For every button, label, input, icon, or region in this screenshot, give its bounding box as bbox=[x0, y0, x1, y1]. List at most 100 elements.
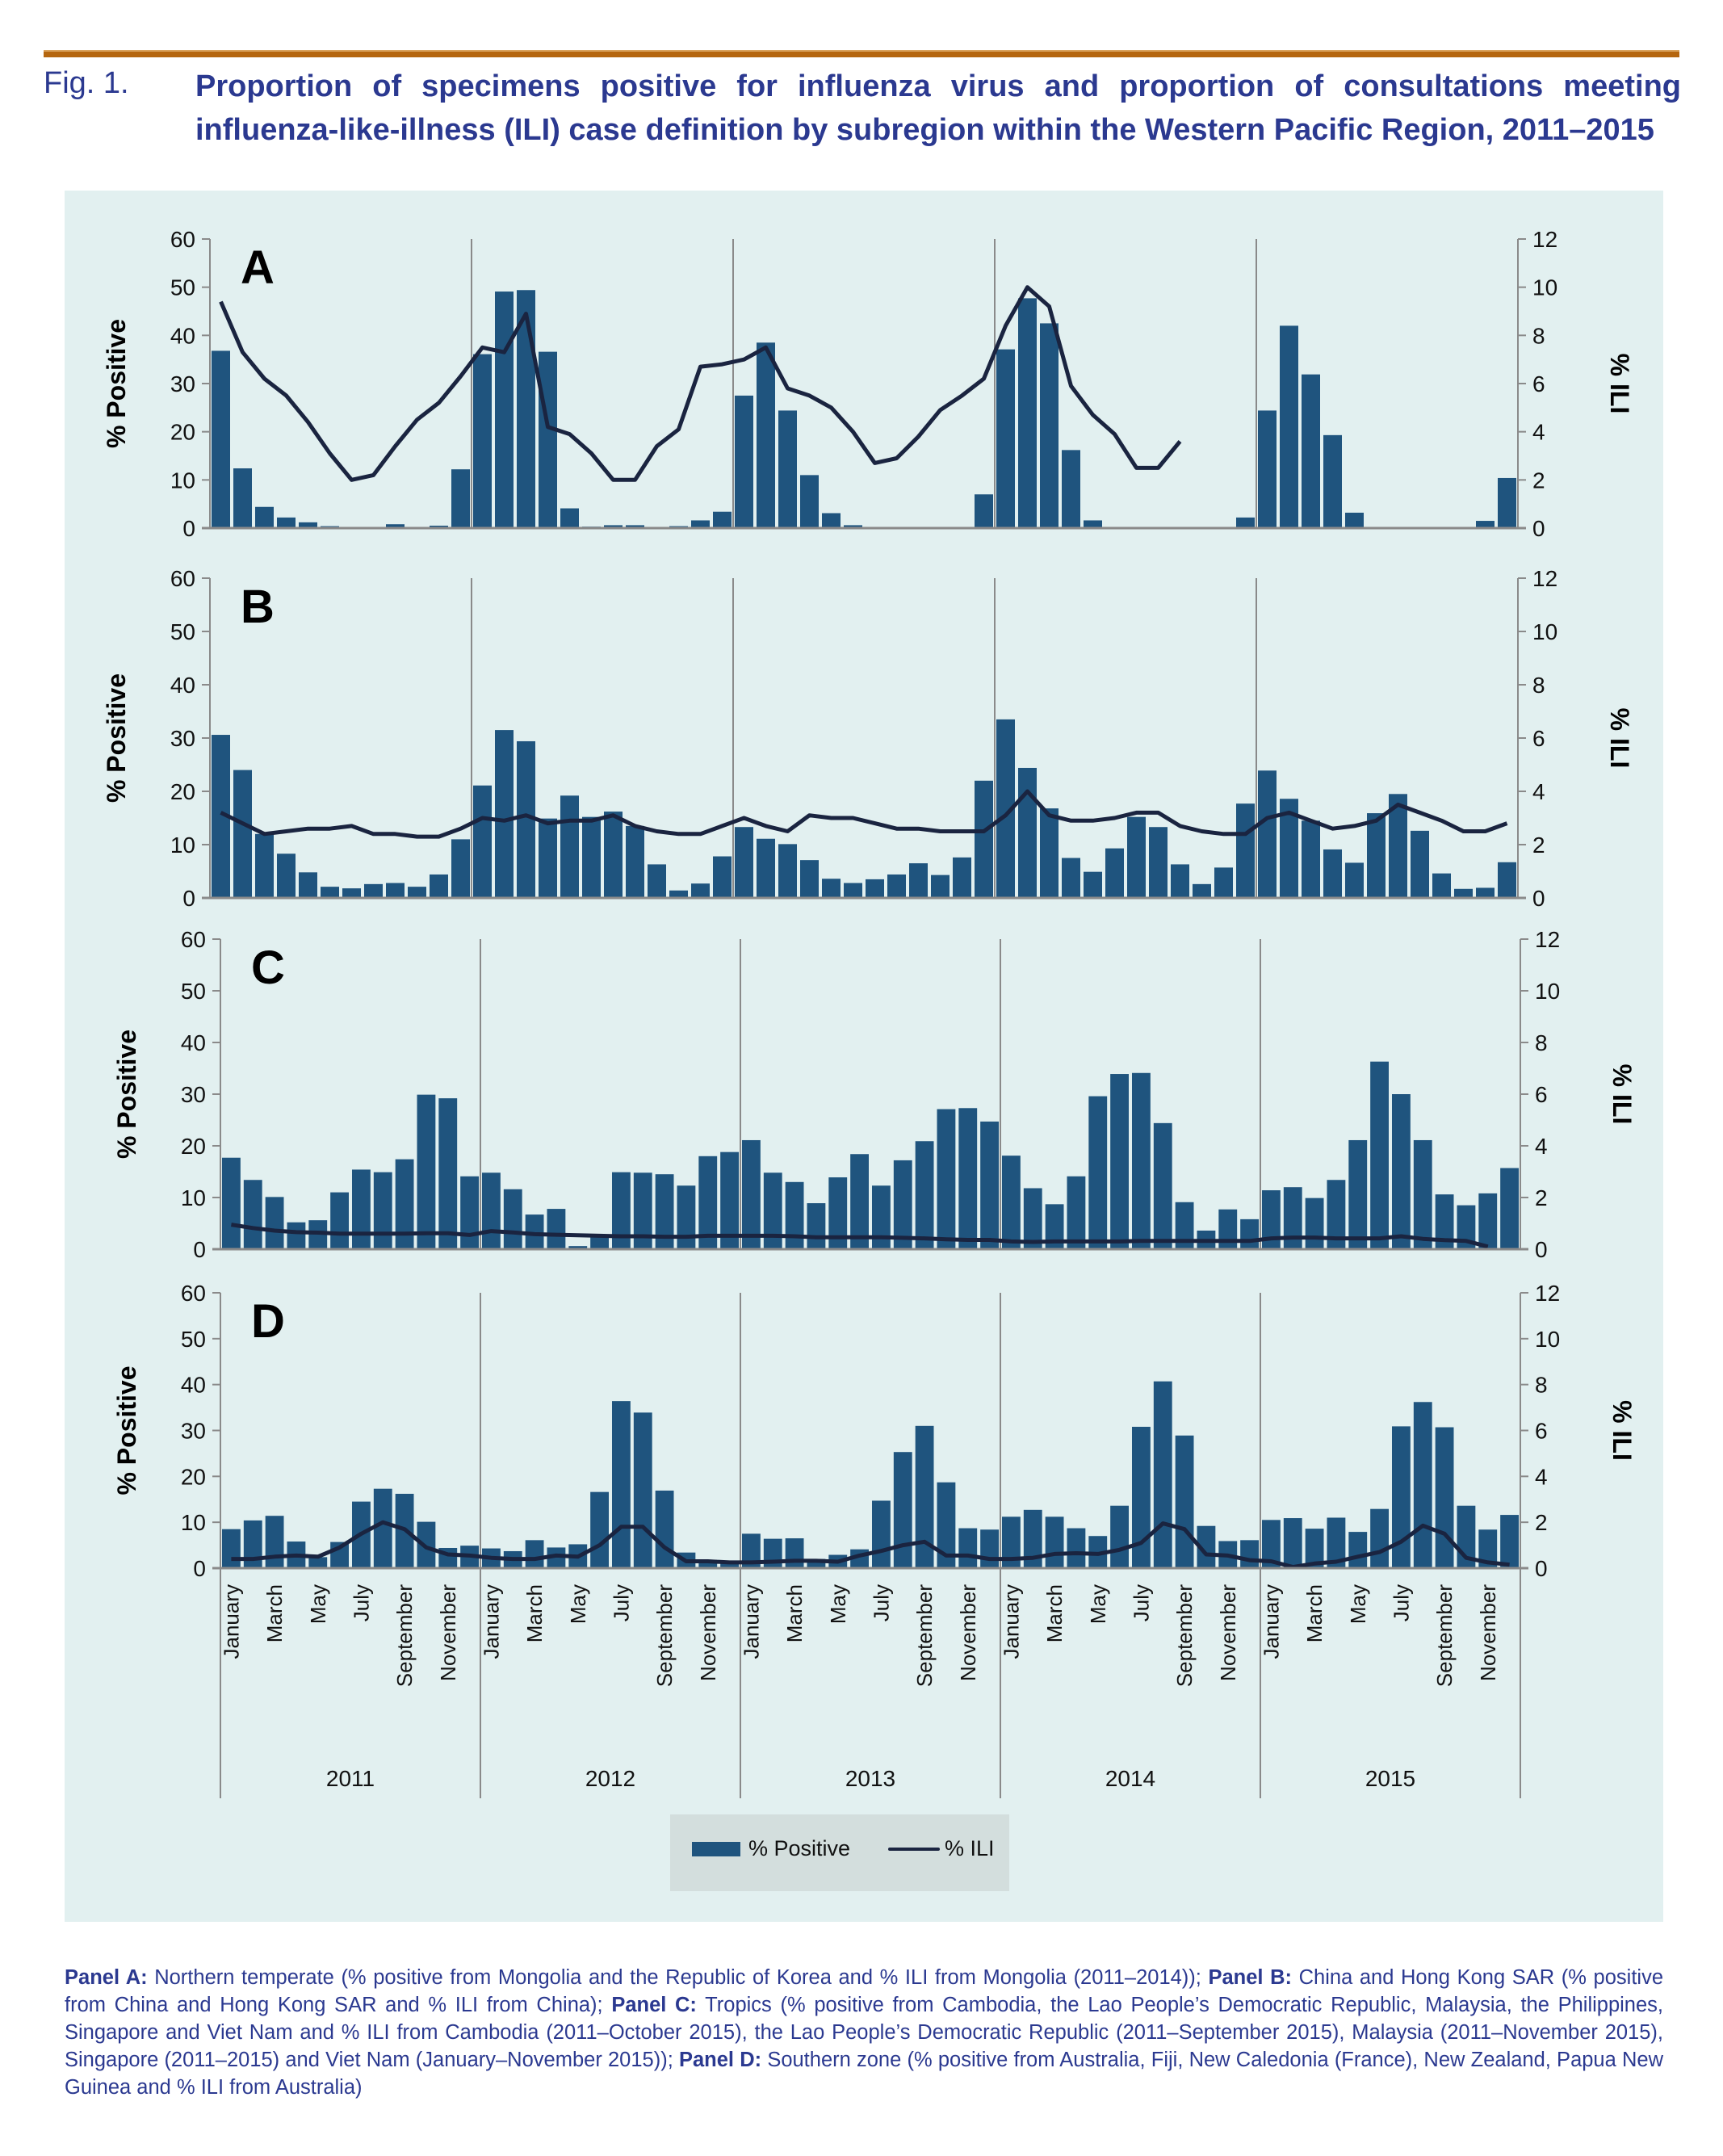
y2-tick-label: 4 bbox=[1532, 420, 1545, 445]
bar-positive bbox=[698, 1156, 718, 1249]
bar-positive bbox=[1018, 298, 1037, 528]
bar-positive bbox=[604, 525, 623, 528]
caption-panel-label: Panel A: bbox=[65, 1966, 148, 1989]
bar-positive bbox=[1305, 1529, 1324, 1568]
bar-positive bbox=[430, 874, 448, 898]
bar-positive bbox=[560, 508, 579, 528]
x-month-label: November bbox=[956, 1584, 980, 1681]
bar-positive bbox=[648, 864, 666, 898]
bar-positive bbox=[958, 1528, 978, 1568]
bar-positive bbox=[778, 410, 797, 528]
bar-positive bbox=[1348, 1139, 1368, 1249]
bar-positive bbox=[321, 887, 339, 898]
bar-positive bbox=[1476, 887, 1495, 898]
x-year-label: 2012 bbox=[585, 1766, 635, 1791]
x-month-label: July bbox=[1389, 1584, 1413, 1621]
y-tick-label: 40 bbox=[170, 323, 195, 348]
bar-positive bbox=[937, 1482, 956, 1568]
bar-positive bbox=[1149, 827, 1168, 898]
bar-positive bbox=[633, 1172, 652, 1249]
y-tick-label: 20 bbox=[181, 1464, 206, 1489]
bar-positive bbox=[735, 395, 753, 528]
bar-positive bbox=[698, 1559, 718, 1568]
bar-positive bbox=[937, 1109, 956, 1249]
bar-positive bbox=[1236, 803, 1255, 898]
bar-positive bbox=[1002, 1516, 1021, 1568]
y2-tick-label: 2 bbox=[1535, 1185, 1548, 1210]
bar-positive bbox=[1153, 1122, 1172, 1249]
figure-label: Fig. 1. bbox=[44, 66, 129, 100]
bar-positive bbox=[626, 525, 644, 528]
bar-positive bbox=[1327, 1517, 1346, 1568]
bar-positive bbox=[495, 730, 514, 898]
bar-positive bbox=[778, 844, 797, 898]
bar-positive bbox=[626, 825, 644, 898]
bar-positive bbox=[1067, 1528, 1086, 1568]
bar-positive bbox=[633, 1412, 652, 1568]
bar-positive bbox=[757, 342, 775, 528]
x-month-label: May bbox=[1346, 1584, 1370, 1624]
bar-positive bbox=[669, 890, 688, 898]
ili-line bbox=[219, 285, 1182, 482]
y-tick-label: 0 bbox=[182, 886, 195, 911]
y2-tick-label: 8 bbox=[1532, 673, 1545, 698]
y2-tick-label: 8 bbox=[1532, 323, 1545, 348]
x-year-label: 2014 bbox=[1105, 1766, 1155, 1791]
y-tick-label: 50 bbox=[181, 1327, 206, 1352]
ili-line bbox=[220, 789, 1508, 839]
y-tick-label: 10 bbox=[170, 468, 195, 493]
bar-positive bbox=[1323, 849, 1342, 898]
bar-positive bbox=[547, 1547, 566, 1568]
y-axis-title: % Positive bbox=[112, 1030, 141, 1159]
bar-positive bbox=[243, 1180, 262, 1249]
y-tick-label: 10 bbox=[170, 833, 195, 858]
legend: % Positive % ILI bbox=[670, 1814, 1009, 1891]
chart-area: 0 10 20 30 40 50 60 0 2 4 6 8 10 12 A% Positive% ILI 0 1… bbox=[65, 191, 1663, 1922]
x-month-label: March bbox=[1042, 1584, 1067, 1642]
bar-positive bbox=[417, 1094, 436, 1249]
bar-positive bbox=[503, 1189, 522, 1249]
bar-positive bbox=[539, 818, 557, 898]
x-month-label: March bbox=[782, 1584, 807, 1642]
caption-panel-text: China and Hong Kong SAR (% positive from… bbox=[65, 1966, 1663, 2016]
bar-positive bbox=[1478, 1193, 1498, 1249]
bar-positive bbox=[691, 883, 710, 898]
bar-positive bbox=[277, 517, 296, 528]
bar-positive bbox=[265, 1197, 284, 1249]
bar-positive bbox=[691, 520, 710, 528]
bar-positive bbox=[255, 833, 274, 898]
y2-axis-title: % ILI bbox=[1608, 1400, 1637, 1461]
y2-axis-title: % ILI bbox=[1608, 1064, 1637, 1125]
bar-positive bbox=[1500, 1515, 1519, 1568]
y2-tick-label: 12 bbox=[1532, 566, 1557, 591]
bar-positive bbox=[1105, 848, 1124, 898]
legend-line-swatch bbox=[888, 1848, 940, 1851]
y-tick-label: 0 bbox=[193, 1556, 206, 1581]
bar-positive bbox=[495, 292, 514, 528]
bar-positive bbox=[287, 1222, 306, 1249]
bar-positive bbox=[1476, 521, 1495, 528]
bar-positive bbox=[1302, 374, 1320, 528]
y-tick-label: 40 bbox=[181, 1373, 206, 1398]
bar-positive bbox=[1305, 1198, 1324, 1249]
bar-positive bbox=[872, 1185, 891, 1249]
panel-letter: C bbox=[251, 942, 285, 994]
x-month-label: March bbox=[1302, 1584, 1327, 1642]
x-month-label: September bbox=[912, 1584, 937, 1688]
y-tick-label: 30 bbox=[181, 1419, 206, 1444]
y2-tick-label: 6 bbox=[1532, 371, 1545, 396]
y-tick-label: 40 bbox=[170, 673, 195, 698]
bar-positive bbox=[1040, 323, 1059, 528]
bar-positive bbox=[1478, 1529, 1498, 1568]
y2-tick-label: 4 bbox=[1535, 1134, 1548, 1159]
bar-positive bbox=[980, 1121, 999, 1249]
bar-positive bbox=[1389, 794, 1407, 898]
legend-bar-label: % Positive bbox=[748, 1836, 851, 1860]
bar-positive bbox=[720, 1562, 739, 1568]
ili-line bbox=[231, 1223, 1489, 1249]
y-tick-label: 60 bbox=[181, 1281, 206, 1306]
bar-positive bbox=[233, 770, 252, 898]
x-month-label: January bbox=[1259, 1584, 1283, 1659]
bar-positive bbox=[1457, 1205, 1476, 1249]
y-tick-label: 60 bbox=[170, 227, 195, 252]
